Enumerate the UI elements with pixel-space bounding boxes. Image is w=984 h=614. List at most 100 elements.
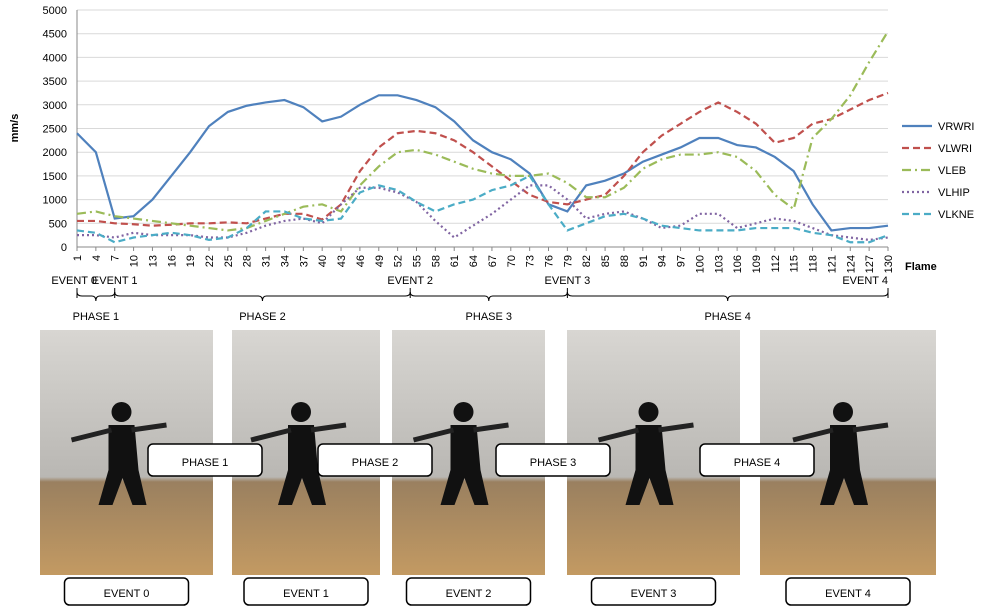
x-tick-label: 127	[864, 255, 876, 273]
phase-box	[699, 443, 815, 477]
x-tick-label: 67	[487, 255, 499, 267]
phase-label: PHASE 4	[704, 311, 750, 323]
photo-phase-label: PHASE 3	[530, 457, 576, 469]
series-line	[76, 94, 889, 232]
series-line	[77, 184, 889, 241]
y-tick-label: 4500	[43, 29, 67, 41]
photo-event-label: EVENT 0	[104, 588, 150, 600]
y-tick-label: 3500	[43, 76, 67, 88]
x-tick-label: 115	[789, 255, 801, 273]
x-tick-label: 1	[72, 255, 84, 261]
x-axis-label: Flame	[905, 261, 937, 273]
dancer-body	[820, 425, 868, 505]
x-tick-label: 25	[223, 255, 235, 267]
dancer-arms	[792, 422, 889, 443]
x-tick-label: 76	[544, 255, 556, 267]
event-label: EVENT 0	[51, 275, 97, 287]
x-tick-label: 124	[845, 255, 857, 273]
photo-strip: EVENT 0 EVENT 1 EVENT 2 EVENT 3 EVENT 4 PHASE…	[40, 330, 936, 606]
x-tick-label: 118	[808, 255, 820, 273]
y-axis-label: mm/s	[9, 114, 21, 143]
x-tick-label: 19	[185, 255, 197, 267]
x-tick-label: 91	[638, 255, 650, 267]
x-tick-label: 121	[826, 255, 838, 273]
photo-event-label: EVENT 4	[825, 588, 871, 600]
dancer-body	[440, 425, 489, 505]
x-tick-label: 37	[298, 255, 310, 267]
event-box	[243, 577, 369, 606]
x-tick-label: 97	[676, 255, 688, 267]
x-tick-label: 49	[374, 255, 386, 267]
x-tick-label: 64	[468, 255, 480, 267]
y-tick-label: 1500	[43, 171, 67, 183]
dancer-head	[111, 402, 132, 422]
phase-label: PHASE 3	[466, 311, 512, 323]
y-tick-label: 3000	[43, 100, 67, 112]
phase-brace	[566, 291, 889, 302]
phase-label: PHASE 2	[239, 311, 285, 323]
phase-box	[495, 443, 611, 477]
y-tick-label: 2000	[43, 147, 67, 159]
phase-box	[317, 443, 433, 477]
event-label: EVENT 2	[387, 275, 433, 287]
phase-box	[147, 443, 263, 477]
x-tick-label: 112	[770, 255, 782, 273]
legend-label: VLEB	[938, 165, 966, 177]
x-tick-label: 70	[506, 255, 518, 267]
dancer-arms	[250, 422, 347, 443]
phase-label: PHASE 1	[73, 311, 119, 323]
x-tick-label: 55	[411, 255, 423, 267]
x-tick-label: 10	[129, 255, 141, 267]
legend-label: VLHIP	[938, 187, 970, 199]
series-line	[76, 174, 889, 244]
legend-label: VLWRI	[938, 143, 972, 155]
event-box	[405, 577, 532, 606]
x-tick-label: 88	[619, 255, 631, 267]
y-tick-label: 500	[49, 218, 67, 230]
x-tick-label: 52	[393, 255, 405, 267]
x-tick-label: 46	[355, 255, 367, 267]
x-tick-label: 43	[336, 255, 348, 267]
legend-label: VLKNE	[938, 209, 974, 221]
event-label: EVENT 3	[545, 275, 591, 287]
event-box	[63, 577, 190, 606]
x-tick-label: 100	[694, 255, 706, 273]
x-tick-label: 61	[449, 255, 461, 267]
x-tick-label: 4	[91, 255, 103, 261]
event-box	[590, 577, 717, 606]
x-tick-label: 22	[204, 255, 216, 267]
x-tick-label: 28	[242, 255, 254, 267]
dancer-arms	[597, 422, 694, 443]
photo-phase-label: PHASE 2	[352, 457, 398, 469]
legend-label: VRWRI	[938, 121, 974, 133]
y-tick-label: 5000	[43, 5, 67, 17]
dancer-head	[291, 402, 311, 422]
x-tick-label: 73	[525, 255, 537, 267]
event-label: EVENT 1	[92, 275, 138, 287]
dancer-head	[833, 402, 853, 422]
x-tick-label: 106	[732, 255, 744, 273]
x-tick-label: 103	[713, 255, 725, 273]
dancer-head	[638, 402, 659, 422]
x-tick-label: 130	[883, 255, 895, 273]
photo-event-label: EVENT 3	[631, 588, 677, 600]
dancer-body	[625, 425, 674, 505]
x-tick-label: 94	[657, 255, 669, 267]
event-label: EVENT 4	[842, 275, 888, 287]
photo-event-label: EVENT 1	[283, 588, 329, 600]
dancer-arms	[412, 422, 509, 443]
series-line	[77, 91, 889, 227]
dancer-head	[453, 402, 474, 422]
x-tick-label: 79	[562, 255, 574, 267]
x-tick-label: 34	[279, 255, 291, 267]
x-tick-label: 109	[751, 255, 763, 273]
x-tick-label: 7	[110, 255, 122, 261]
phase-brace	[114, 291, 411, 302]
phase-brace	[409, 291, 568, 302]
x-tick-label: 82	[581, 255, 593, 267]
x-tick-label: 58	[430, 255, 442, 267]
x-tick-label: 13	[147, 255, 159, 267]
y-tick-label: 4000	[43, 52, 67, 64]
x-tick-label: 85	[600, 255, 612, 267]
